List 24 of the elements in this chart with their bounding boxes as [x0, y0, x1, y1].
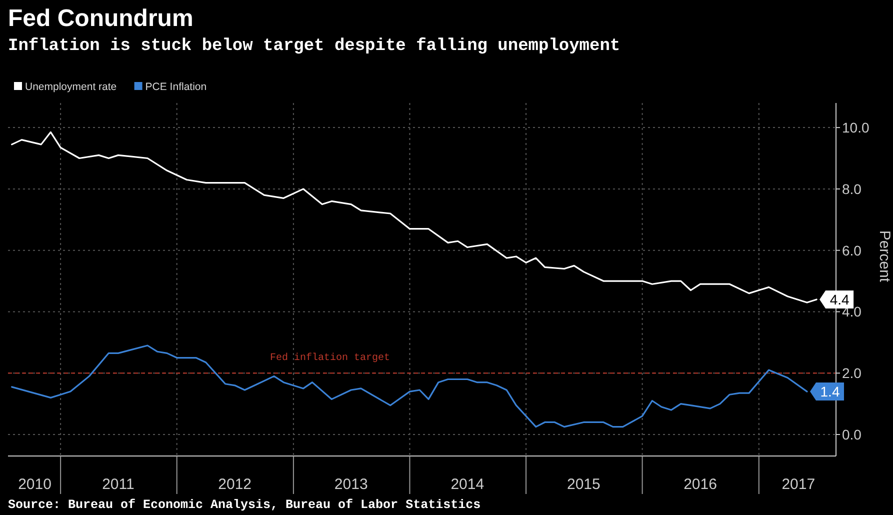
x-tick-label: 2012 — [218, 476, 252, 493]
chart-title: Fed Conundrum — [8, 5, 194, 32]
line-series — [11, 344, 808, 428]
data-label: 1.4 — [820, 384, 840, 400]
x-tick-label: 2017 — [782, 476, 816, 493]
y-tick-label: 8.0 — [842, 180, 862, 197]
y-axis-title: Percent — [876, 230, 893, 283]
legend-label: Unemployment rate — [25, 81, 117, 93]
x-tick-label: 2011 — [102, 476, 134, 493]
data-label: 4.4 — [830, 291, 850, 308]
y-tick-label: 0.0 — [842, 426, 862, 443]
x-tick-label: 2015 — [566, 476, 600, 493]
x-tick-label: 2013 — [334, 476, 368, 493]
x-tick-label: 2016 — [684, 476, 717, 493]
x-tick-label: 2014 — [450, 476, 484, 493]
chart-subtitle: Inflation is stuck below target despite falling unemployment — [8, 37, 620, 56]
line-series — [11, 131, 818, 304]
ref-line-label: Fed inflation target — [270, 352, 390, 364]
y-tick-label: 2.0 — [842, 365, 862, 382]
x-tick-label: 2010 — [18, 476, 52, 493]
source-note: Source: Bureau of Economic Analysis, Bureau of Labor Statistics — [8, 498, 481, 512]
legend-label: PCE Inflation — [145, 81, 207, 93]
y-tick-label: 6.0 — [842, 242, 862, 258]
y-tick-label: 10.0 — [842, 120, 870, 136]
